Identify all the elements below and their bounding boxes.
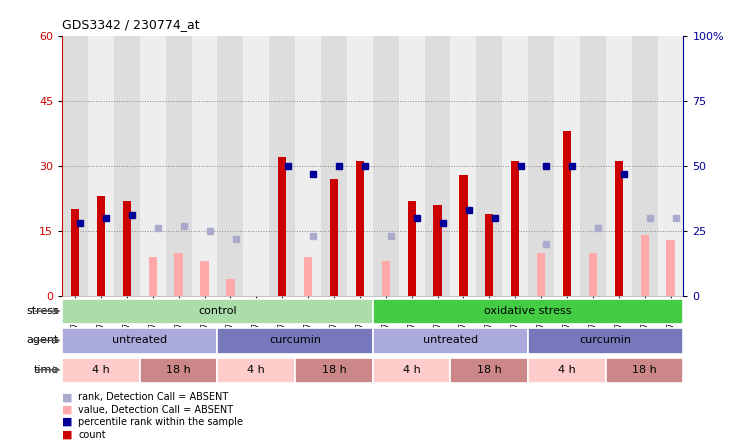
Bar	[450, 36, 477, 296]
Bar	[243, 36, 269, 296]
Text: 18 h: 18 h	[477, 365, 501, 375]
Bar	[140, 357, 218, 383]
Text: control: control	[198, 306, 237, 316]
Text: curcumin: curcumin	[269, 335, 321, 345]
Bar	[407, 201, 416, 296]
Text: percentile rank within the sample: percentile rank within the sample	[78, 417, 243, 427]
Text: ■: ■	[62, 392, 72, 402]
Bar	[433, 205, 442, 296]
Bar	[123, 201, 131, 296]
Text: GDS3342 / 230774_at: GDS3342 / 230774_at	[62, 18, 200, 31]
Bar	[459, 174, 468, 296]
Bar	[166, 36, 192, 296]
Bar	[295, 36, 321, 296]
Bar	[398, 36, 425, 296]
Text: stress: stress	[26, 306, 59, 316]
Text: value, Detection Call = ABSENT: value, Detection Call = ABSENT	[78, 404, 233, 415]
Bar	[227, 279, 235, 296]
Bar	[632, 36, 658, 296]
Bar	[356, 162, 364, 296]
Bar	[667, 240, 675, 296]
Text: time: time	[34, 365, 59, 375]
Bar	[269, 36, 295, 296]
Bar	[192, 36, 218, 296]
Bar	[321, 36, 347, 296]
Bar	[658, 36, 683, 296]
Bar	[62, 36, 88, 296]
Bar	[554, 36, 580, 296]
Text: oxidative stress: oxidative stress	[485, 306, 572, 316]
Text: count: count	[78, 429, 106, 440]
Bar	[175, 253, 183, 296]
Bar	[62, 299, 373, 325]
Bar	[606, 36, 632, 296]
Bar	[200, 262, 208, 296]
Text: 4 h: 4 h	[403, 365, 420, 375]
Bar	[62, 328, 218, 354]
Text: ■: ■	[62, 429, 72, 440]
Bar	[304, 257, 312, 296]
Bar	[580, 36, 606, 296]
Bar	[218, 357, 295, 383]
Bar	[382, 262, 390, 296]
Text: ■: ■	[62, 417, 72, 427]
Bar	[218, 36, 243, 296]
Bar	[528, 357, 606, 383]
Text: 4 h: 4 h	[558, 365, 576, 375]
Bar	[148, 257, 157, 296]
Bar	[330, 179, 338, 296]
Text: 18 h: 18 h	[322, 365, 346, 375]
Bar	[218, 328, 373, 354]
Bar	[588, 253, 597, 296]
Text: 4 h: 4 h	[92, 365, 110, 375]
Text: ■: ■	[62, 404, 72, 415]
Bar	[640, 235, 649, 296]
Bar	[563, 131, 571, 296]
Text: 18 h: 18 h	[166, 365, 191, 375]
Bar	[62, 357, 140, 383]
Bar	[373, 299, 683, 325]
Bar	[502, 36, 528, 296]
Bar	[606, 357, 683, 383]
Bar	[373, 328, 528, 354]
Bar	[114, 36, 140, 296]
Bar	[485, 214, 493, 296]
Text: 18 h: 18 h	[632, 365, 657, 375]
Bar	[477, 36, 502, 296]
Bar	[88, 36, 114, 296]
Text: untreated: untreated	[423, 335, 478, 345]
Bar	[295, 357, 373, 383]
Bar	[140, 36, 166, 296]
Text: untreated: untreated	[113, 335, 167, 345]
Text: rank, Detection Call = ABSENT: rank, Detection Call = ABSENT	[78, 392, 229, 402]
Bar	[537, 253, 545, 296]
Bar	[278, 157, 287, 296]
Bar	[347, 36, 373, 296]
Bar	[528, 36, 554, 296]
Text: 4 h: 4 h	[247, 365, 265, 375]
Bar	[528, 328, 683, 354]
Bar	[373, 36, 398, 296]
Bar	[511, 162, 519, 296]
Bar	[373, 357, 450, 383]
Text: agent: agent	[26, 335, 59, 345]
Bar	[71, 209, 79, 296]
Bar	[615, 162, 623, 296]
Bar	[450, 357, 528, 383]
Bar	[96, 196, 105, 296]
Bar	[425, 36, 450, 296]
Text: curcumin: curcumin	[580, 335, 632, 345]
